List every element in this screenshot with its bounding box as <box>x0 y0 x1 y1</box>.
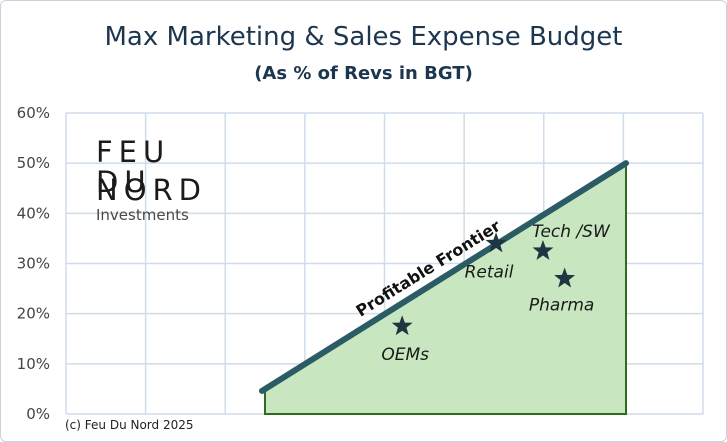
star-marker <box>532 239 554 260</box>
chart-title: Max Marketing & Sales Expense Budget <box>104 22 623 52</box>
y-tick-label: 20% <box>17 305 50 323</box>
point-label: Tech /SW <box>532 222 611 242</box>
points: OEMs Retail Tech /SW Pharma <box>381 222 611 365</box>
chart-subtitle: (As % of Revs in BGT) <box>254 63 473 84</box>
logo-line-3: NORD <box>96 173 207 207</box>
y-tick-label: 60% <box>17 104 50 122</box>
star-marker <box>485 232 507 253</box>
logo: FEU DU NORD Investments <box>96 135 207 224</box>
star-marker <box>554 267 576 288</box>
copyright-note: (c) Feu Du Nord 2025 <box>65 418 194 432</box>
profitable-area <box>264 161 627 415</box>
point-label: Pharma <box>529 296 594 316</box>
point-label: OEMs <box>381 345 429 365</box>
y-tick-label: 40% <box>17 204 50 222</box>
logo-line-2: DU <box>96 165 152 199</box>
star-marker <box>391 315 413 336</box>
y-tick-label: 0% <box>26 405 50 423</box>
point-label: Retail <box>465 262 514 282</box>
logo-tagline: Investments <box>96 206 189 224</box>
y-tick-label: 50% <box>17 154 50 172</box>
y-tick-label: 10% <box>17 355 50 373</box>
frontier-line <box>259 160 629 394</box>
y-tick-label: 30% <box>17 255 50 273</box>
logo-line-1: FEU <box>96 135 170 169</box>
series: Profitable Frontier <box>259 160 629 415</box>
y-axis: 0% 10% 20% 30% 40% 50% 60% <box>17 104 50 423</box>
